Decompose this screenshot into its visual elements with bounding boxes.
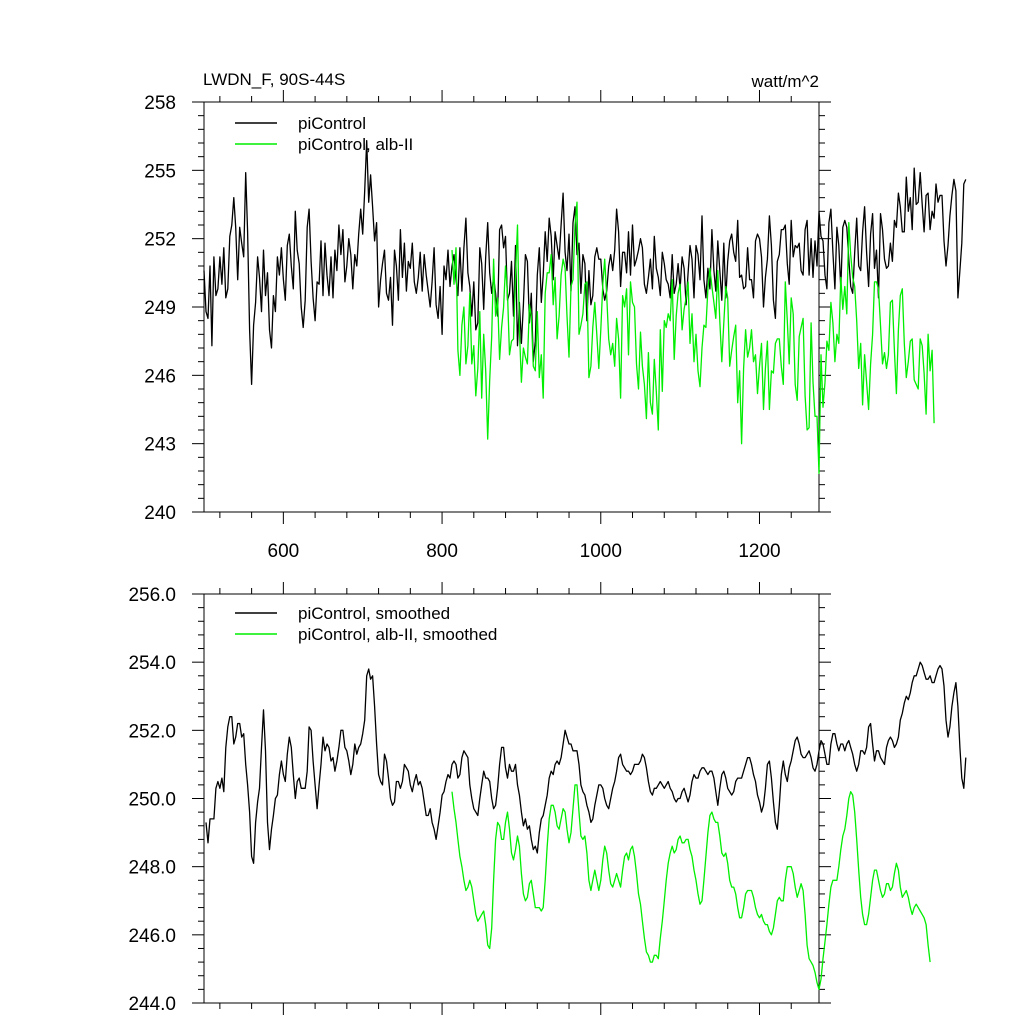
top-ytick-label: 246: [144, 366, 176, 387]
bottom-plot-frame: [203, 593, 820, 1004]
bottom-ytick-label: 252.0: [128, 721, 176, 742]
top-chart-units: watt/m^2: [751, 72, 820, 91]
top-panel: LWDN_F, 90S-44S watt/m^2 240 243 246 249 252…: [144, 70, 967, 562]
top-legend-label: piControl: [298, 114, 366, 133]
top-ytick-label: 240: [144, 503, 176, 524]
top-series-line-picontrol: [203, 140, 967, 386]
bottom-ytick-label: 256.0: [128, 585, 176, 606]
top-plot-frame: [203, 101, 820, 513]
bottom-ytick-label: 250.0: [128, 790, 176, 811]
bottom-ytick-label: 246.0: [128, 926, 176, 947]
top-ytick-label: 255: [144, 161, 176, 182]
bottom-legend-label: piControl, alb-II, smoothed: [298, 625, 497, 644]
bottom-series-line-alb-ii: [451, 784, 931, 991]
top-ytick-label: 252: [144, 230, 176, 251]
top-xtick-label: 800: [426, 541, 458, 562]
top-ytick-label: 243: [144, 435, 176, 456]
bottom-series-line-picontrol: [205, 661, 967, 864]
top-xtick-label: 1200: [738, 541, 780, 562]
top-xtick-label: 1000: [580, 541, 622, 562]
bottom-ytick-label: 244.0: [128, 994, 176, 1015]
top-legend-label: piControl, alb-II: [298, 135, 413, 154]
bottom-legend-label: piControl, smoothed: [298, 604, 450, 623]
bottom-ytick-label: 248.0: [128, 858, 176, 879]
top-ytick-label: 249: [144, 298, 176, 319]
top-series-line-alb-ii: [451, 201, 935, 474]
bottom-ytick-label: 254.0: [128, 653, 176, 674]
top-ytick-label: 258: [144, 93, 176, 114]
top-xtick-label: 600: [268, 541, 300, 562]
top-chart-title: LWDN_F, 90S-44S: [203, 70, 345, 89]
bottom-panel: 244.0 246.0 248.0 250.0 252.0 254.0 256.0 piCon…: [128, 582, 967, 1015]
